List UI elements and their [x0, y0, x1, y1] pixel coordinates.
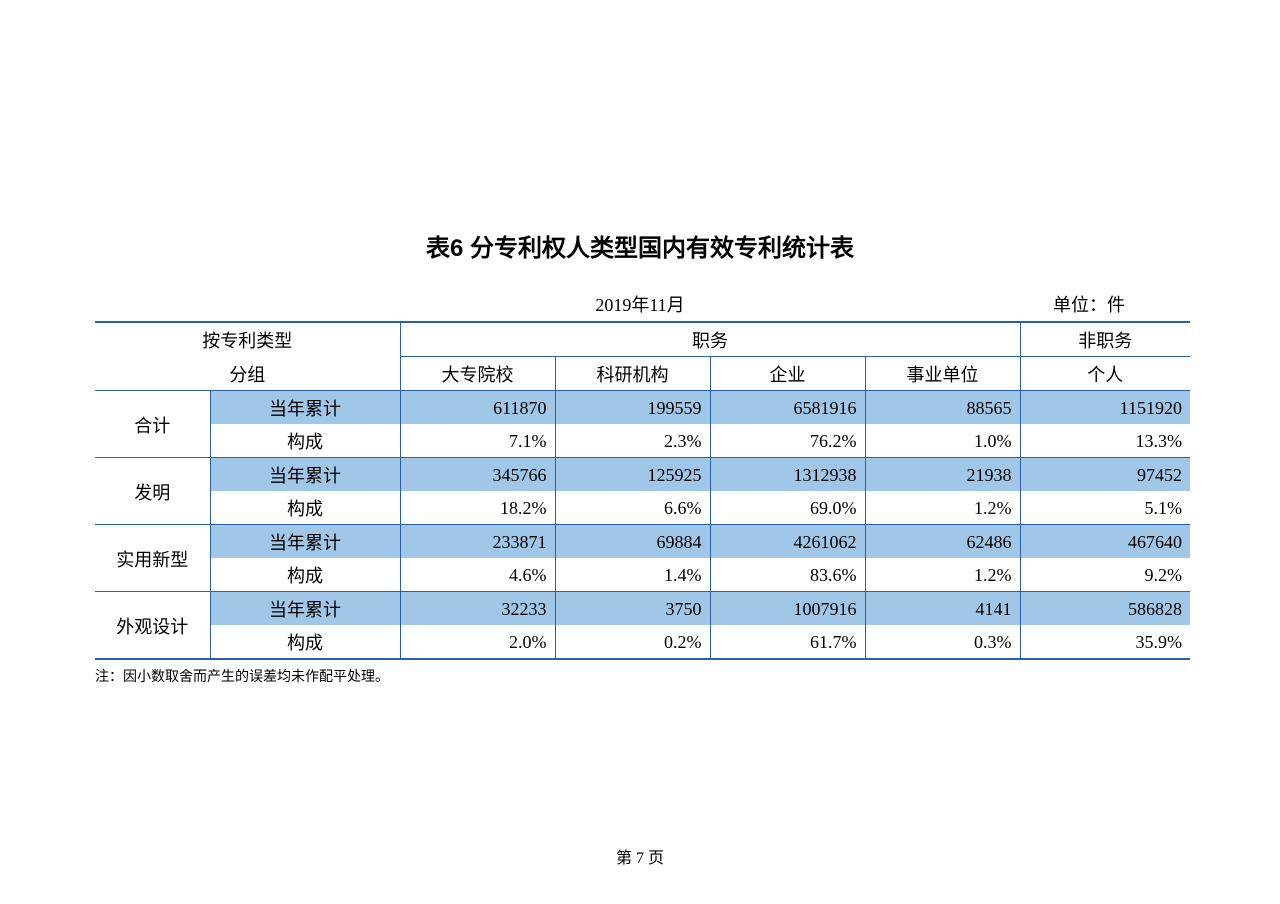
col-1: 科研机构: [555, 357, 710, 391]
cell: 61.7%: [710, 625, 865, 659]
page-number: 第 7 页: [0, 844, 1280, 868]
col-3: 事业单位: [865, 357, 1020, 391]
header-group-l1: 按专利类型: [95, 322, 400, 357]
rowlabel-cum: 当年累计: [210, 391, 400, 425]
cell: 88565: [865, 391, 1020, 425]
cat-0: 合计: [95, 391, 210, 458]
cell: 2.0%: [400, 625, 555, 659]
cell: 83.6%: [710, 558, 865, 592]
cell: 1312938: [710, 458, 865, 492]
cell: 199559: [555, 391, 710, 425]
cell: 5.1%: [1020, 491, 1190, 525]
cell: 611870: [400, 391, 555, 425]
cell: 32233: [400, 592, 555, 626]
cell: 233871: [400, 525, 555, 559]
cell: 13.3%: [1020, 424, 1190, 458]
header-group-l2: 分组: [95, 357, 400, 391]
cell: 7.1%: [400, 424, 555, 458]
cell: 586828: [1020, 592, 1190, 626]
header-nonduty: 非职务: [1020, 322, 1190, 357]
cell: 6.6%: [555, 491, 710, 525]
cell: 345766: [400, 458, 555, 492]
patent-table: 按专利类型 职务 非职务 分组 大专院校 科研机构 企业 事业单位 个人 合计 …: [95, 321, 1190, 660]
cell: 1.4%: [555, 558, 710, 592]
cell: 1.2%: [865, 558, 1020, 592]
cell: 18.2%: [400, 491, 555, 525]
col-0: 大专院校: [400, 357, 555, 391]
cell: 0.2%: [555, 625, 710, 659]
report-date: 2019年11月: [595, 291, 684, 317]
cell: 125925: [555, 458, 710, 492]
cell: 1151920: [1020, 391, 1190, 425]
rowlabel-comp: 构成: [210, 491, 400, 525]
cell: 62486: [865, 525, 1020, 559]
cell: 97452: [1020, 458, 1190, 492]
cell: 1.2%: [865, 491, 1020, 525]
unit-label: 单位：件: [1053, 291, 1125, 317]
cell: 4261062: [710, 525, 865, 559]
col-2: 企业: [710, 357, 865, 391]
cell: 76.2%: [710, 424, 865, 458]
cell: 1.0%: [865, 424, 1020, 458]
cell: 69884: [555, 525, 710, 559]
rowlabel-comp: 构成: [210, 424, 400, 458]
cell: 9.2%: [1020, 558, 1190, 592]
cell: 1007916: [710, 592, 865, 626]
cell: 69.0%: [710, 491, 865, 525]
footnote: 注：因小数取舍而产生的误差均未作配平处理。: [95, 666, 1185, 686]
rowlabel-comp: 构成: [210, 558, 400, 592]
col-4: 个人: [1020, 357, 1190, 391]
cell: 2.3%: [555, 424, 710, 458]
cell: 3750: [555, 592, 710, 626]
cell: 467640: [1020, 525, 1190, 559]
meta-row: 2019年11月 单位：件: [95, 291, 1185, 319]
cell: 35.9%: [1020, 625, 1190, 659]
cell: 0.3%: [865, 625, 1020, 659]
cat-3: 外观设计: [95, 592, 210, 660]
cat-1: 发明: [95, 458, 210, 525]
rowlabel-comp: 构成: [210, 625, 400, 659]
header-duty: 职务: [400, 322, 1020, 357]
cat-2: 实用新型: [95, 525, 210, 592]
rowlabel-cum: 当年累计: [210, 458, 400, 492]
cell: 4.6%: [400, 558, 555, 592]
cell: 4141: [865, 592, 1020, 626]
table-title: 表6 分专利权人类型国内有效专利统计表: [95, 228, 1185, 263]
cell: 6581916: [710, 391, 865, 425]
cell: 21938: [865, 458, 1020, 492]
rowlabel-cum: 当年累计: [210, 525, 400, 559]
rowlabel-cum: 当年累计: [210, 592, 400, 626]
